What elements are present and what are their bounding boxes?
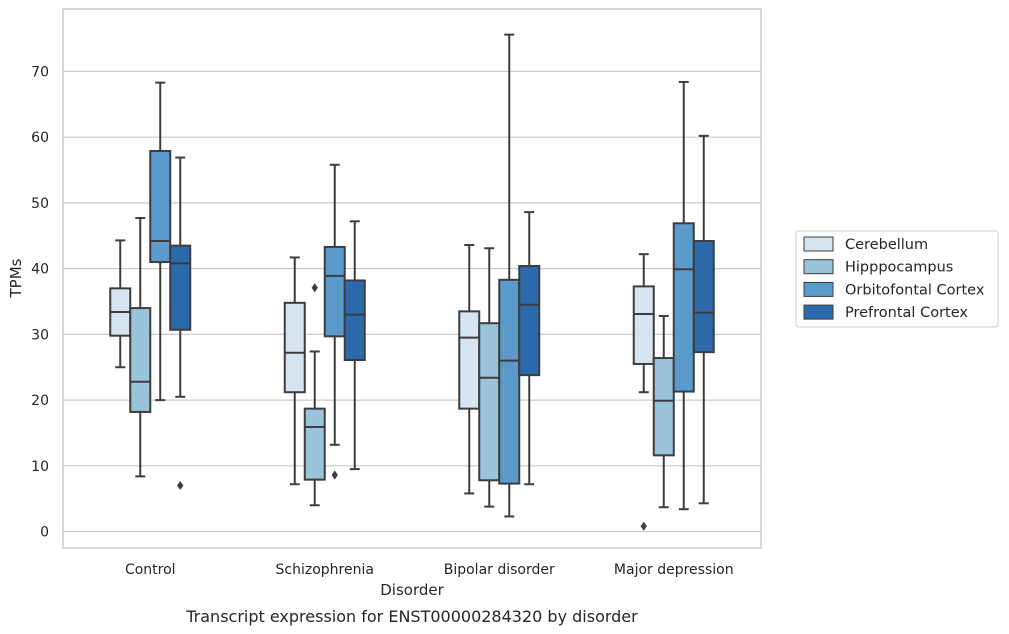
y-tick-label: 50 xyxy=(31,196,49,212)
x-tick-label: Control xyxy=(125,562,176,578)
box-iqr xyxy=(672,222,695,393)
outlier-point xyxy=(331,470,338,480)
y-axis-label: TPMs xyxy=(7,258,25,298)
box-iqr xyxy=(169,244,192,331)
box-prefrontal-cortex xyxy=(692,134,715,505)
box-cerebellum xyxy=(632,253,655,531)
y-tick-labels: 0 10 20 30 40 50 60 70 xyxy=(31,64,49,540)
box-iqr xyxy=(498,278,521,485)
box-cerebellum xyxy=(283,256,306,486)
x-tick-label: Bipolar disorder xyxy=(444,562,555,578)
outlier-point xyxy=(311,283,318,293)
legend-swatch xyxy=(803,304,834,320)
box-iqr xyxy=(652,357,675,457)
y-tick-label: 20 xyxy=(31,393,49,409)
grid-lines xyxy=(63,70,761,533)
y-tick-label: 0 xyxy=(40,525,49,541)
legend-item: Prefrontal Cortex xyxy=(803,304,968,321)
legend-item: Hipppocampus xyxy=(803,259,953,276)
legend-frame xyxy=(795,230,999,328)
box-groups xyxy=(109,33,715,531)
box-iqr xyxy=(343,279,366,362)
chart-caption: Transcript expression for ENST0000028432… xyxy=(185,607,638,626)
box-hipppocampus xyxy=(303,283,326,507)
legend-items: Cerebellum Hipppocampus Orbitofontal Corte… xyxy=(803,236,985,321)
box-hipppocampus xyxy=(478,247,501,508)
legend-swatch xyxy=(803,259,834,275)
legend-swatch xyxy=(803,236,834,252)
box-iqr xyxy=(303,407,326,481)
y-tick-label: 60 xyxy=(31,130,49,146)
x-tick-label: Schizophrenia xyxy=(276,562,374,578)
box-iqr xyxy=(323,245,346,338)
box-iqr xyxy=(458,310,481,410)
box-orbitofontal-cortex xyxy=(498,33,521,518)
box-iqr xyxy=(283,301,306,394)
box-orbitofontal-cortex xyxy=(149,81,172,402)
box-prefrontal-cortex xyxy=(343,220,366,471)
box-hipppocampus xyxy=(652,314,675,509)
box-prefrontal-cortex xyxy=(169,156,192,491)
x-tick-label: Major depression xyxy=(614,562,734,578)
y-tick-label: 40 xyxy=(31,262,49,278)
box-iqr xyxy=(149,149,172,264)
plot-frame xyxy=(62,8,762,549)
legend-item: Cerebellum xyxy=(803,236,928,253)
box-hipppocampus xyxy=(129,217,152,478)
legend-label: Orbitofontal Cortex xyxy=(845,282,985,298)
box-iqr xyxy=(129,307,152,413)
box-iqr xyxy=(518,265,541,377)
box-iqr xyxy=(478,322,501,482)
box-cerebellum xyxy=(109,239,132,369)
y-tick-label: 10 xyxy=(31,459,49,475)
legend-label: Prefrontal Cortex xyxy=(845,305,968,321)
legend-swatch xyxy=(803,281,834,297)
legend-label: Cerebellum xyxy=(845,237,928,253)
y-tick-label: 70 xyxy=(31,64,49,80)
x-axis-label: Disorder xyxy=(380,581,444,599)
box-prefrontal-cortex xyxy=(518,211,541,486)
x-tick-labels: Control Schizophrenia Bipolar disorder Majo… xyxy=(125,562,734,578)
box-iqr xyxy=(632,285,655,365)
box-iqr xyxy=(692,240,715,354)
outlier-point xyxy=(640,521,647,531)
legend-label: Hipppocampus xyxy=(845,260,953,276)
legend-item: Orbitofontal Cortex xyxy=(803,281,985,298)
box-orbitofontal-cortex xyxy=(672,80,695,511)
legend: Cerebellum Hipppocampus Orbitofontal Corte… xyxy=(795,230,999,328)
outlier-point xyxy=(177,481,184,491)
y-tick-label: 30 xyxy=(31,327,49,343)
box-cerebellum xyxy=(458,243,481,495)
box-orbitofontal-cortex xyxy=(323,163,346,480)
